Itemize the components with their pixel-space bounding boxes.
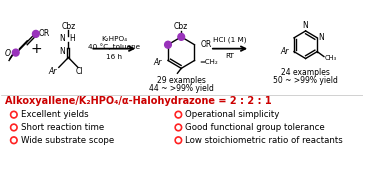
- Text: Cbz: Cbz: [174, 23, 188, 31]
- Circle shape: [12, 113, 15, 116]
- Text: Alkoxyallene/K₂HPO₄/α-Halohydrazone = 2 : 2 : 1: Alkoxyallene/K₂HPO₄/α-Halohydrazone = 2 …: [5, 96, 272, 106]
- Text: Cbz: Cbz: [61, 22, 76, 31]
- Text: Good functional group tolerance: Good functional group tolerance: [185, 123, 325, 132]
- Text: 40 °C, toluene: 40 °C, toluene: [88, 43, 140, 50]
- Text: K₂HPO₄: K₂HPO₄: [101, 36, 127, 42]
- Text: H: H: [69, 34, 75, 43]
- Text: =CH₂: =CH₂: [199, 59, 218, 66]
- Text: Ar: Ar: [281, 47, 289, 56]
- Text: N: N: [60, 34, 65, 43]
- Circle shape: [11, 111, 17, 118]
- Text: Short reaction time: Short reaction time: [20, 123, 104, 132]
- Text: OR: OR: [39, 29, 50, 38]
- Text: O: O: [5, 49, 11, 58]
- Text: Cl: Cl: [76, 67, 84, 76]
- Circle shape: [175, 124, 182, 131]
- Text: Excellent yields: Excellent yields: [20, 110, 88, 119]
- Circle shape: [177, 113, 180, 116]
- Text: CH₃: CH₃: [325, 55, 337, 61]
- Circle shape: [165, 41, 171, 48]
- Text: OR: OR: [200, 40, 211, 49]
- Text: 44 ~ >99% yield: 44 ~ >99% yield: [149, 84, 214, 93]
- Text: Operational simplicity: Operational simplicity: [185, 110, 279, 119]
- Text: Low stoichiometric ratio of reactants: Low stoichiometric ratio of reactants: [185, 136, 343, 145]
- Text: Ar: Ar: [154, 58, 162, 67]
- Circle shape: [178, 33, 184, 40]
- Text: N: N: [318, 33, 324, 42]
- Text: 50 ~ >99% yield: 50 ~ >99% yield: [273, 76, 338, 85]
- Text: N: N: [303, 21, 308, 30]
- Text: RT: RT: [226, 53, 234, 59]
- Text: +: +: [30, 42, 42, 56]
- Circle shape: [12, 126, 15, 129]
- Circle shape: [12, 139, 15, 142]
- Text: N: N: [60, 47, 65, 56]
- Circle shape: [175, 137, 182, 144]
- Text: HCl (1 M): HCl (1 M): [213, 37, 247, 43]
- Circle shape: [11, 124, 17, 131]
- Circle shape: [33, 30, 39, 37]
- Text: 29 examples: 29 examples: [157, 76, 206, 85]
- Circle shape: [175, 111, 182, 118]
- Circle shape: [177, 126, 180, 129]
- Text: 16 h: 16 h: [106, 54, 122, 59]
- Text: Wide substrate scope: Wide substrate scope: [20, 136, 114, 145]
- Text: 24 examples: 24 examples: [281, 68, 330, 77]
- Circle shape: [177, 139, 180, 142]
- Text: Ar: Ar: [49, 67, 57, 76]
- Circle shape: [11, 137, 17, 144]
- Circle shape: [12, 49, 19, 56]
